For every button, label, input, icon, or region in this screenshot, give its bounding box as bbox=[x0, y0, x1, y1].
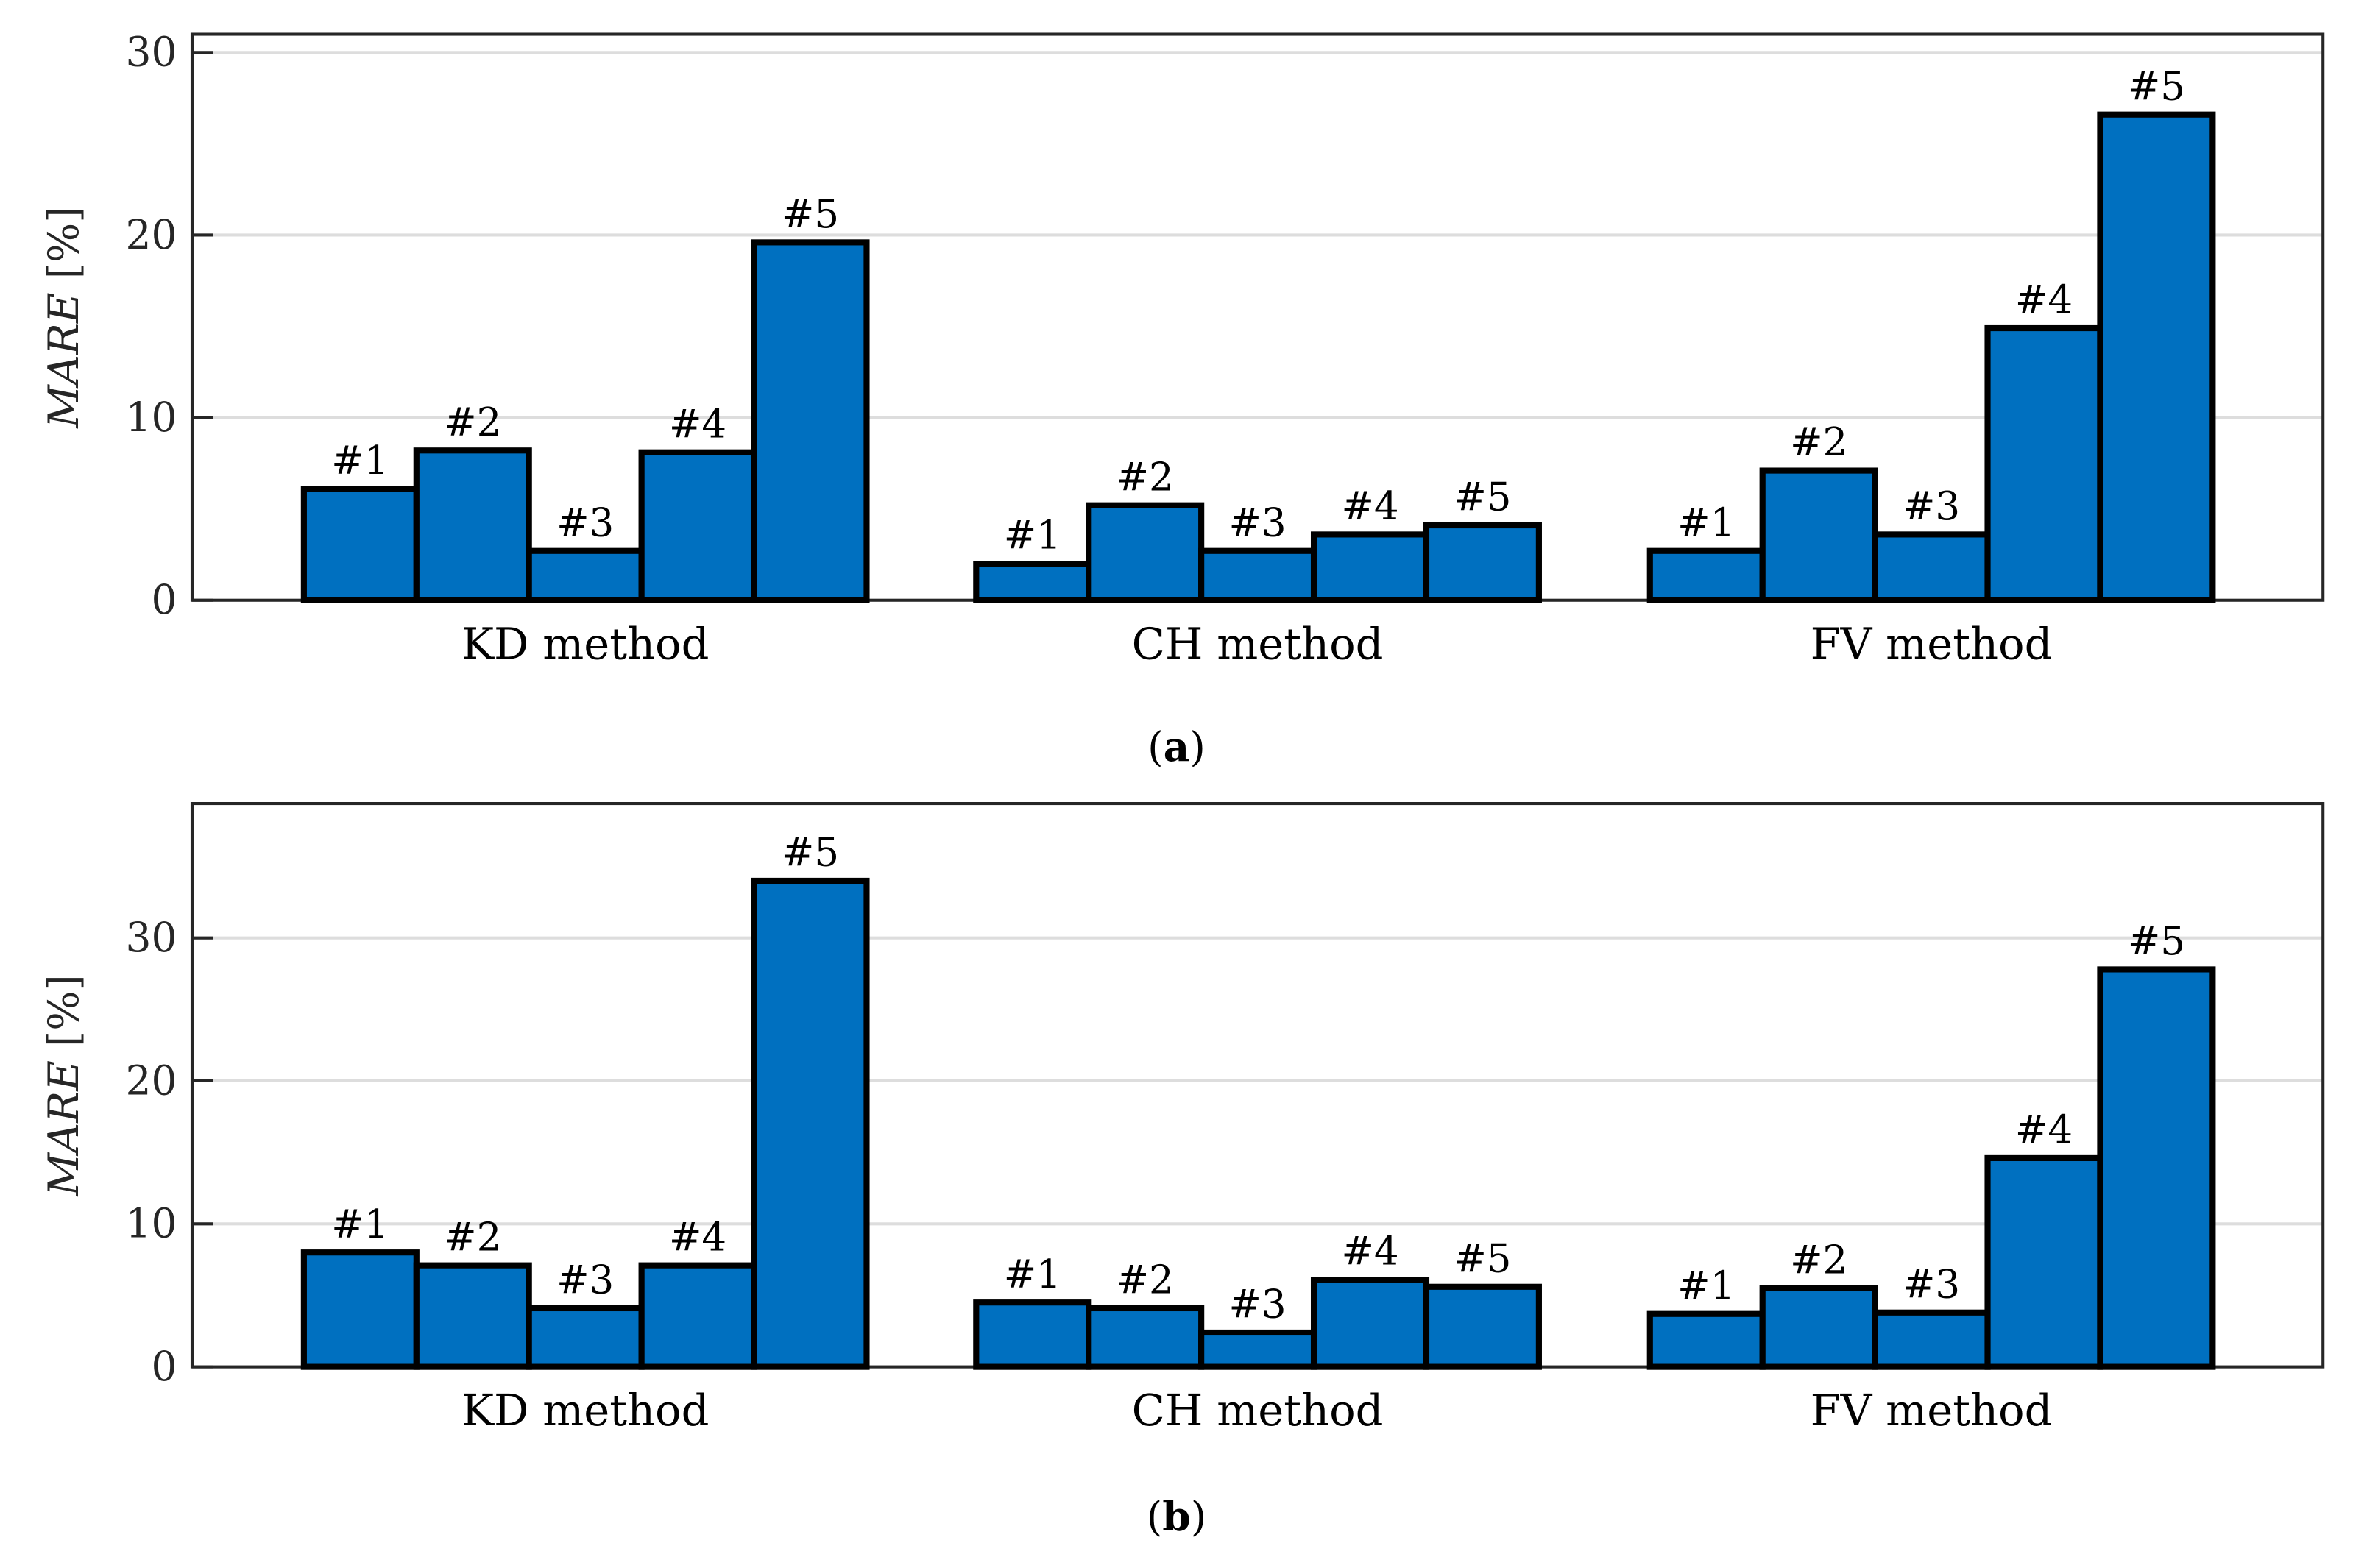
y-axis-label: MARE [%] bbox=[40, 207, 88, 429]
bar-kd-3 bbox=[526, 1305, 645, 1370]
y-tick-label: 0 bbox=[152, 1343, 177, 1390]
y-tick-label: 20 bbox=[126, 211, 177, 258]
x-category-label: CH method bbox=[1132, 618, 1384, 669]
bar-fv-5 bbox=[2097, 111, 2216, 603]
bar-label: #3 bbox=[556, 1257, 614, 1303]
bar-label: #4 bbox=[1341, 1229, 1398, 1274]
bar-ch-2 bbox=[1086, 1305, 1205, 1370]
bar-label: #1 bbox=[1677, 500, 1735, 545]
bar-fv-3 bbox=[1872, 531, 1991, 603]
bar-label: #1 bbox=[331, 1202, 389, 1247]
bar-ch-1 bbox=[973, 561, 1092, 603]
x-category-label: KD method bbox=[461, 1385, 710, 1436]
bar-label: #3 bbox=[1903, 483, 1960, 529]
bar-label: #4 bbox=[669, 401, 726, 447]
x-category-label: FV method bbox=[1811, 1385, 2053, 1436]
bar-label: #2 bbox=[1117, 454, 1174, 500]
bar-label: #2 bbox=[1790, 419, 1847, 465]
bar-fv-5 bbox=[2097, 966, 2216, 1370]
bar-fv-1 bbox=[1646, 547, 1766, 603]
bar-fv-2 bbox=[1759, 467, 1878, 603]
bar-label: #3 bbox=[1903, 1261, 1960, 1307]
bar-label: #2 bbox=[1117, 1257, 1174, 1303]
bar-kd-3 bbox=[526, 547, 645, 603]
x-category-label: KD method bbox=[461, 618, 710, 669]
bar-ch-5 bbox=[1423, 1283, 1542, 1370]
bar-ch-2 bbox=[1086, 502, 1205, 603]
bar-label: #3 bbox=[1229, 1282, 1287, 1327]
bar-kd-5 bbox=[751, 877, 870, 1370]
bar-fv-4 bbox=[1984, 324, 2103, 603]
bar-fv-3 bbox=[1872, 1309, 1991, 1370]
bar-label: #2 bbox=[1790, 1237, 1847, 1283]
bar-label: #2 bbox=[444, 1214, 501, 1260]
bar-ch-4 bbox=[1310, 1277, 1430, 1370]
bar-fv-2 bbox=[1759, 1285, 1878, 1370]
bar-label: #5 bbox=[2128, 63, 2185, 109]
bar-kd-5 bbox=[751, 239, 870, 603]
bar-ch-3 bbox=[1198, 547, 1317, 603]
chart-panel-b: 0 10 20 30 MARE [%] #1 #2 #3 #4 #5 KD method #1 #2 #3… bbox=[40, 802, 2325, 1540]
bar-ch-4 bbox=[1310, 531, 1430, 603]
bar-kd-4 bbox=[638, 1262, 757, 1370]
x-category-label: CH method bbox=[1132, 1385, 1384, 1436]
bar-fv-1 bbox=[1646, 1310, 1766, 1370]
y-tick-label: 30 bbox=[126, 29, 177, 76]
panel-caption: (a) bbox=[1147, 723, 1206, 770]
bar-label: #5 bbox=[782, 191, 839, 237]
bar-label: #4 bbox=[2015, 1107, 2073, 1153]
bar-label: #5 bbox=[2128, 918, 2185, 964]
bar-ch-5 bbox=[1423, 522, 1542, 603]
bar-label: #2 bbox=[444, 400, 501, 445]
bar-label: #4 bbox=[1341, 483, 1398, 529]
y-axis-label: MARE [%] bbox=[40, 974, 88, 1196]
bar-ch-1 bbox=[973, 1299, 1092, 1370]
bar-label: #5 bbox=[1454, 1235, 1511, 1281]
bar-label: #5 bbox=[782, 830, 839, 876]
y-tick-label: 0 bbox=[152, 576, 177, 623]
x-category-label: FV method bbox=[1811, 618, 2053, 669]
bar-ch-3 bbox=[1198, 1329, 1317, 1370]
y-tick-label: 10 bbox=[126, 1200, 177, 1247]
panel-caption: (b) bbox=[1147, 1492, 1206, 1540]
bar-label: #1 bbox=[331, 438, 389, 483]
bar-kd-1 bbox=[300, 1249, 420, 1370]
bar-label: #4 bbox=[2015, 277, 2073, 323]
bar-label: #1 bbox=[1677, 1263, 1735, 1308]
chart-panel-a: 0 10 20 30 MARE [%] #1 #2 #3 #4 #5 KD method #1 #2 #3… bbox=[40, 29, 2325, 770]
bar-kd-2 bbox=[413, 447, 532, 603]
bar-label: #1 bbox=[1004, 513, 1061, 558]
bar-kd-4 bbox=[638, 449, 757, 603]
bar-label: #5 bbox=[1454, 475, 1511, 520]
bar-kd-1 bbox=[300, 486, 420, 603]
bar-fv-4 bbox=[1984, 1154, 2103, 1370]
y-tick-label: 20 bbox=[126, 1057, 177, 1104]
bar-label: #1 bbox=[1004, 1252, 1061, 1297]
bar-label: #3 bbox=[556, 500, 614, 545]
y-tick-label: 10 bbox=[126, 394, 177, 441]
y-tick-label: 30 bbox=[126, 914, 177, 961]
bar-label: #4 bbox=[669, 1214, 726, 1260]
bar-kd-2 bbox=[413, 1262, 532, 1370]
bar-label: #3 bbox=[1229, 500, 1287, 545]
